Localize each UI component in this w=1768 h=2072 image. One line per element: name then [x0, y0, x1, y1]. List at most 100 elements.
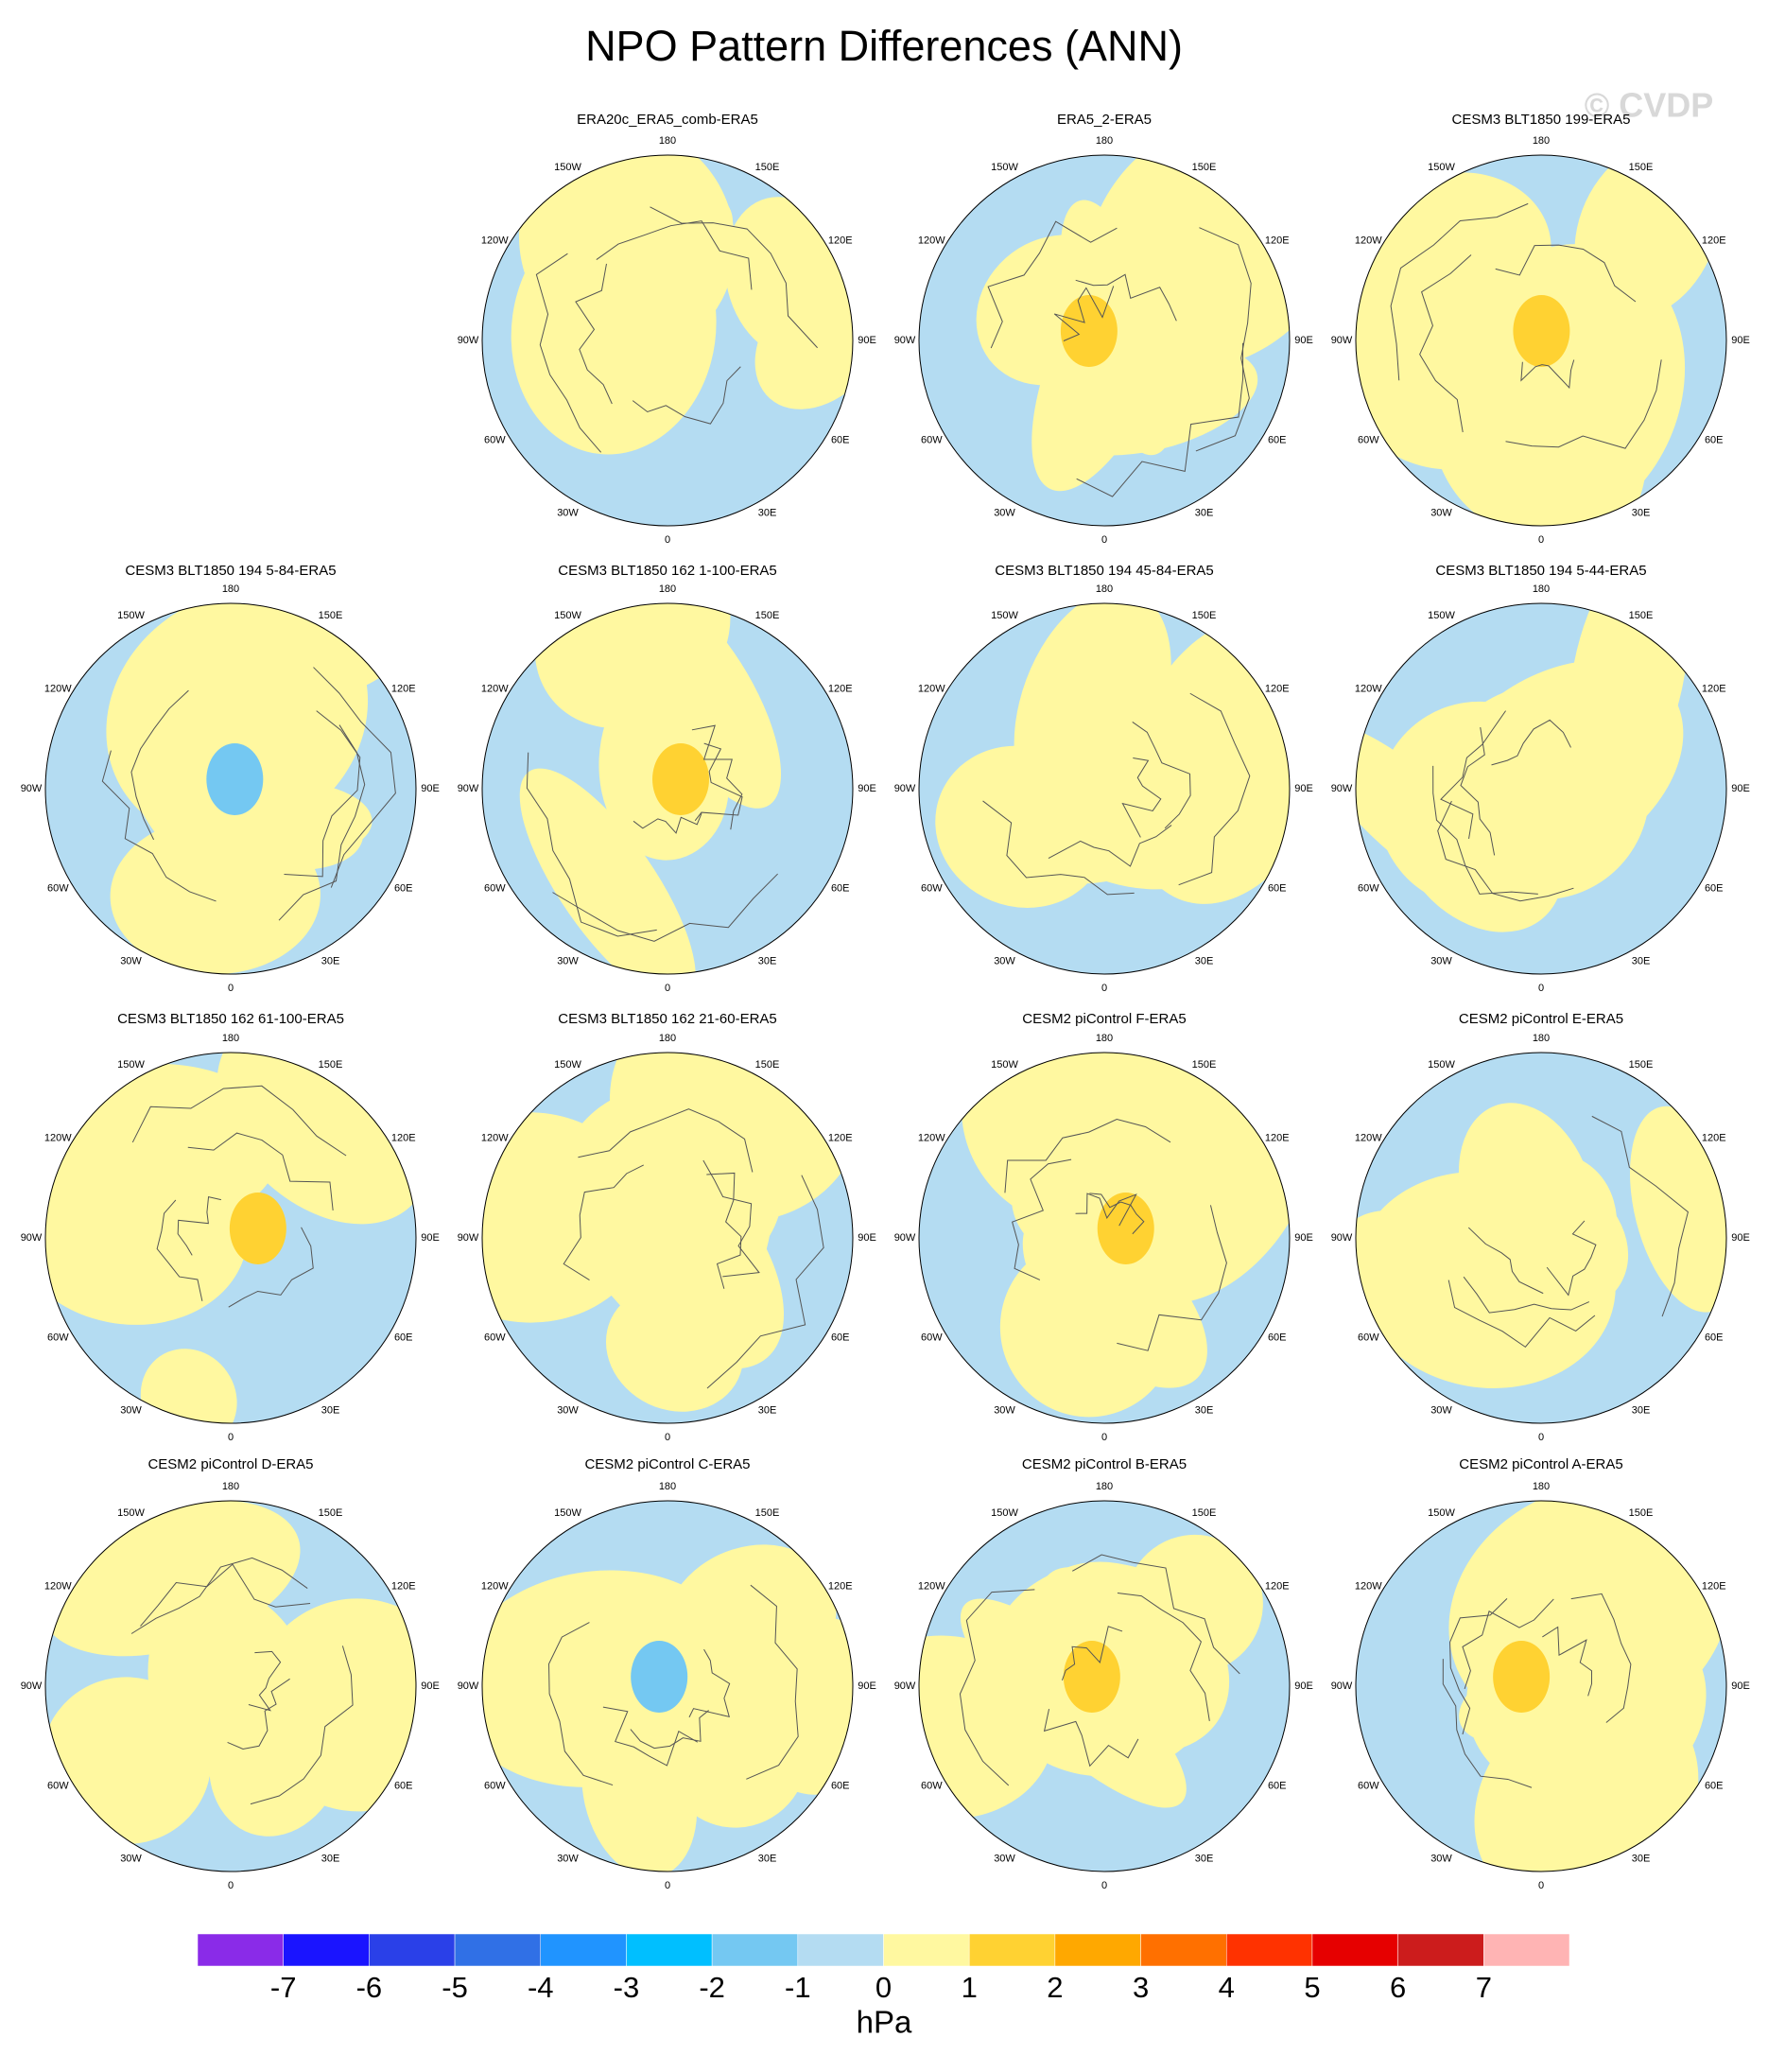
coastline [1048, 825, 1172, 867]
longitude-label: 180 [1096, 1481, 1113, 1492]
longitude-label: 120W [918, 235, 945, 246]
panel-title: ERA20c_ERA5_comb-ERA5 [577, 112, 758, 128]
longitude-label: 0 [665, 534, 670, 546]
contour-region [999, 1238, 1177, 1418]
map-border [481, 1500, 854, 1872]
map-panel: CESM3 BLT1850 162 21-60-ERA5 180 150E 120E 9… [458, 1011, 876, 1443]
coastline [596, 220, 753, 290]
coastline [284, 710, 361, 878]
longitude-label: 60E [831, 434, 850, 445]
longitude-label: 150W [991, 610, 1018, 621]
longitude-label: 90W [21, 783, 43, 794]
longitude-label: 0 [228, 1880, 234, 1891]
coastline [688, 1648, 731, 1718]
longitude-label: 120W [481, 1132, 509, 1143]
contour-region [652, 743, 710, 815]
colorbar-box [1311, 1933, 1398, 1967]
longitude-label: 120W [918, 1132, 945, 1143]
coastline [526, 752, 657, 937]
coastline [563, 1164, 644, 1281]
longitude-label: 150W [1428, 1507, 1455, 1519]
coastline [1076, 342, 1244, 497]
longitude-label: 150W [1428, 162, 1455, 173]
map-panel: CESM2 piControl A-ERA5 180 150E 120E 90E 60E 3… [1331, 1456, 1750, 1891]
longitude-label: 30W [994, 508, 1015, 519]
panel-title: ERA5_2-ERA5 [1057, 112, 1152, 128]
longitude-label: 30E [1632, 508, 1651, 519]
contour-region [229, 1193, 286, 1264]
map-border [481, 1052, 854, 1424]
longitude-label: 120E [1265, 235, 1290, 246]
panel-title: CESM3 BLT1850 194 5-84-ERA5 [125, 563, 336, 579]
longitude-label: 0 [228, 983, 234, 994]
longitude-label: 60W [921, 882, 943, 894]
longitude-label: 30W [994, 956, 1015, 967]
panel-title: CESM2 piControl F-ERA5 [1022, 1011, 1186, 1027]
longitude-label: 150W [117, 610, 145, 621]
longitude-label: 120E [1265, 1132, 1290, 1143]
coastline [1089, 1193, 1145, 1235]
longitude-label: 30E [758, 1405, 777, 1417]
coastline [575, 263, 613, 405]
longitude-label: 0 [228, 1432, 234, 1443]
colorbar-box [883, 1933, 970, 1967]
coastline [101, 750, 217, 902]
longitude-label: 30W [120, 956, 142, 967]
longitude-label: 60E [394, 1332, 413, 1343]
longitude-label: 60E [831, 1332, 850, 1343]
map-panel: CESM2 piControl C-ERA5 180 150E 120E 90E 60E 3… [458, 1456, 876, 1891]
longitude-label: 180 [1533, 1033, 1550, 1044]
longitude-label: 90E [858, 1680, 876, 1692]
longitude-label: 60E [1268, 1332, 1287, 1343]
map-border [44, 602, 417, 975]
longitude-label: 120W [44, 683, 72, 694]
coastline [1072, 1554, 1240, 1675]
contour-region [1493, 1641, 1551, 1713]
coastline [130, 689, 189, 841]
coastline [691, 724, 743, 830]
longitude-label: 180 [222, 1033, 239, 1044]
colorbar-label: 2 [1047, 1971, 1063, 2004]
map-panel: CESM2 piControl F-ERA5 180 150E 120E 90E 60E 3… [894, 1011, 1313, 1443]
longitude-label: 150E [755, 1059, 780, 1071]
colorbar-label: 7 [1476, 1971, 1492, 2004]
contour-region [631, 1641, 688, 1713]
map-panel: ERA20c_ERA5_comb-ERA5 180 150E 120E 90E 60E 30… [458, 112, 876, 546]
longitude-label: 60E [1268, 1780, 1287, 1791]
coastline [578, 1108, 754, 1173]
colorbar-label: -4 [528, 1971, 554, 2004]
longitude-label: 120E [1265, 683, 1290, 694]
longitude-label: 120W [44, 1132, 72, 1143]
longitude-label: 60W [1358, 1780, 1379, 1791]
colorbar-label: 5 [1304, 1971, 1320, 2004]
contour-region [724, 197, 848, 358]
longitude-label: 60W [921, 1332, 943, 1343]
map-field [45, 1501, 416, 1872]
longitude-label: 90E [1294, 335, 1313, 346]
longitude-label: 90E [1294, 1680, 1313, 1692]
coastline [1075, 273, 1177, 322]
contour-region [1395, 756, 1564, 932]
longitude-label: 150E [1192, 1059, 1217, 1071]
longitude-label: 0 [665, 983, 670, 994]
longitude-label: 120E [828, 1132, 853, 1143]
longitude-label: 120W [1355, 1132, 1382, 1143]
colorbar-box [197, 1933, 284, 1967]
map-field [482, 1053, 853, 1423]
longitude-label: 150W [1428, 610, 1455, 621]
longitude-label: 180 [1533, 583, 1550, 595]
longitude-label: 60W [484, 434, 506, 445]
map-field [45, 603, 416, 974]
colorbar-box [369, 1933, 456, 1967]
map-border [1355, 1052, 1727, 1424]
longitude-label: 120E [391, 1580, 416, 1592]
longitude-label: 150E [1629, 610, 1654, 621]
longitude-label: 30E [1195, 1405, 1214, 1417]
longitude-label: 30E [321, 1854, 340, 1865]
longitude-label: 90E [421, 1680, 440, 1692]
map-border [481, 602, 854, 975]
longitude-label: 30W [120, 1854, 142, 1865]
longitude-label: 0 [1101, 534, 1107, 546]
coastline [746, 1584, 799, 1780]
longitude-label: 150W [554, 610, 581, 621]
